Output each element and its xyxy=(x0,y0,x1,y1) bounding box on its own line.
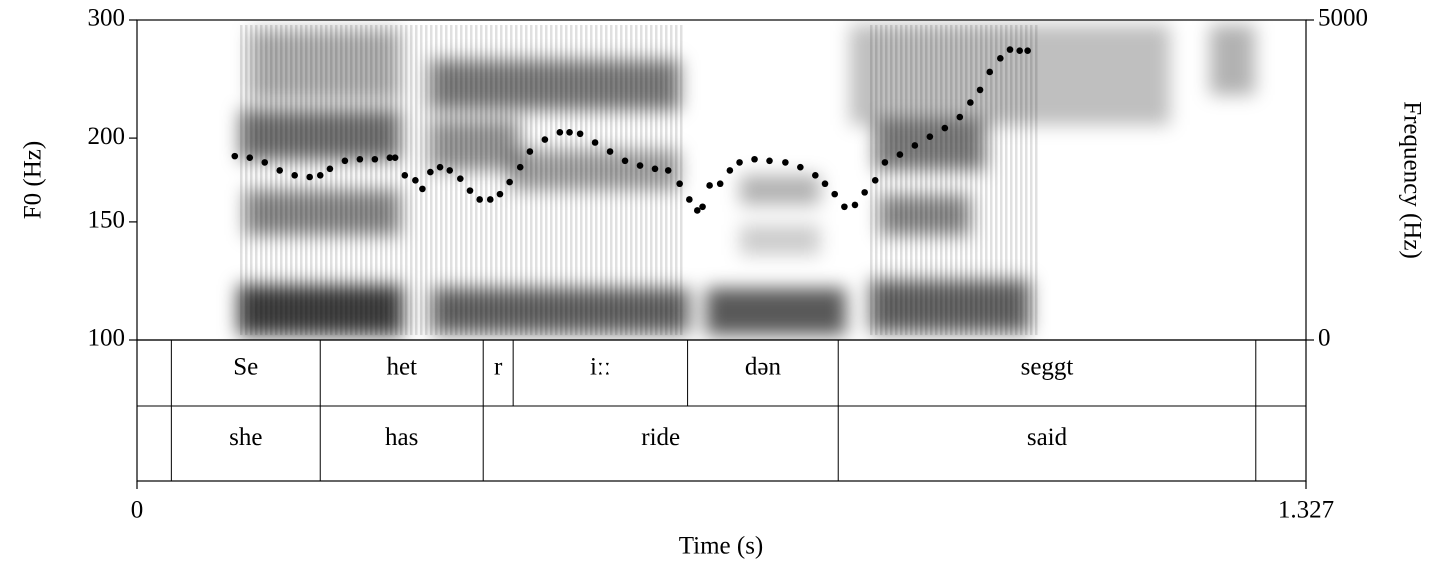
pitch-point xyxy=(466,187,474,194)
pitch-point xyxy=(831,190,839,198)
pitch-point xyxy=(457,175,464,182)
pitch-point xyxy=(356,155,364,163)
pitch-point xyxy=(676,180,683,188)
tier-label: said xyxy=(1027,424,1068,451)
pitch-point xyxy=(276,167,284,174)
pitch-point xyxy=(496,190,504,198)
pitch-point xyxy=(316,172,324,179)
pitch-point xyxy=(231,152,239,160)
pitch-point xyxy=(896,151,904,158)
pitch-point xyxy=(967,99,974,106)
pitch-point xyxy=(401,172,409,179)
tier-label: dən xyxy=(745,354,782,381)
pitch-point xyxy=(726,167,734,174)
y-axis-label: F0 (Hz) xyxy=(20,141,47,219)
pitch-point xyxy=(706,182,713,189)
tier-label: het xyxy=(386,354,417,381)
pitch-point xyxy=(516,163,524,171)
pitch-point xyxy=(566,129,573,136)
pitch-point xyxy=(1016,47,1023,54)
pitch-point xyxy=(636,162,644,169)
pitch-point xyxy=(693,207,701,214)
pitch-point xyxy=(664,167,672,174)
pitch-point xyxy=(486,196,494,203)
y2-tick-label: 0 xyxy=(1318,325,1331,352)
pitch-point xyxy=(291,172,298,179)
pitch-point xyxy=(326,165,334,173)
pitch-point xyxy=(341,157,349,165)
x-axis-label: Time (s) xyxy=(679,533,764,560)
pitch-point xyxy=(716,180,724,188)
pitch-point xyxy=(976,86,984,94)
pitch-point xyxy=(436,163,444,171)
tier-label: ride xyxy=(641,424,680,451)
pitch-point xyxy=(541,136,549,143)
pitch-point xyxy=(1024,47,1031,54)
pitch-point xyxy=(391,154,399,161)
tier-label: she xyxy=(229,424,262,451)
y-tick-label: 100 xyxy=(88,325,126,352)
spectrogram xyxy=(238,25,1255,335)
pitch-point xyxy=(861,189,868,196)
pitch-point xyxy=(841,203,848,211)
y2-tick-label: 5000 xyxy=(1318,5,1368,32)
pitch-point xyxy=(986,68,994,76)
pitch-point xyxy=(419,185,426,193)
pitch-point xyxy=(686,196,693,203)
pitch-point xyxy=(591,139,599,146)
pitch-point xyxy=(371,155,379,163)
pitch-point xyxy=(766,157,773,165)
tier-frame xyxy=(136,339,1307,482)
pitch-point xyxy=(476,196,483,203)
tier-label: r xyxy=(494,354,503,381)
tier-label: has xyxy=(385,424,418,451)
pitch-point xyxy=(526,148,534,155)
pitch-point xyxy=(821,180,829,188)
pitch-point xyxy=(1006,46,1014,53)
pitch-point xyxy=(851,201,859,209)
pitch-point xyxy=(871,177,879,184)
x-tick-label: 0 xyxy=(131,497,144,524)
pitch-point xyxy=(651,165,659,173)
pitch-point xyxy=(941,124,949,132)
pitch-point xyxy=(956,113,964,121)
y2-axis-label: Frequency (Hz) xyxy=(1398,101,1425,259)
y-tick-label: 300 xyxy=(88,5,126,32)
pitch-point xyxy=(427,168,434,176)
pitch-point xyxy=(261,159,269,166)
pitch-point xyxy=(926,133,934,140)
pitch-point xyxy=(556,129,564,136)
pitch-point xyxy=(911,142,919,149)
x-tick-label: 1.327 xyxy=(1278,497,1334,524)
pitch-point xyxy=(446,167,454,174)
pitch-point xyxy=(412,177,419,184)
pitch-point xyxy=(506,178,513,186)
tier-label: seggt xyxy=(1021,354,1074,381)
y-tick-label: 200 xyxy=(88,123,126,150)
pitch-point xyxy=(606,148,614,155)
pitch-point xyxy=(736,159,743,166)
pitch-point xyxy=(812,172,819,179)
pitch-point xyxy=(782,159,789,166)
pitch-point xyxy=(246,154,254,161)
pitch-point xyxy=(881,159,889,166)
tier-label: iːː xyxy=(590,354,611,381)
pitch-point xyxy=(797,163,804,171)
pitch-point xyxy=(576,130,584,138)
pitch-point xyxy=(621,157,629,165)
pitch-point xyxy=(386,154,394,161)
pitch-point xyxy=(751,155,758,163)
tier-label: Se xyxy=(233,354,258,381)
pitch-point xyxy=(699,203,706,211)
y-tick-label: 150 xyxy=(88,207,126,234)
pitch-point xyxy=(306,173,313,181)
pitch-point xyxy=(997,55,1004,62)
